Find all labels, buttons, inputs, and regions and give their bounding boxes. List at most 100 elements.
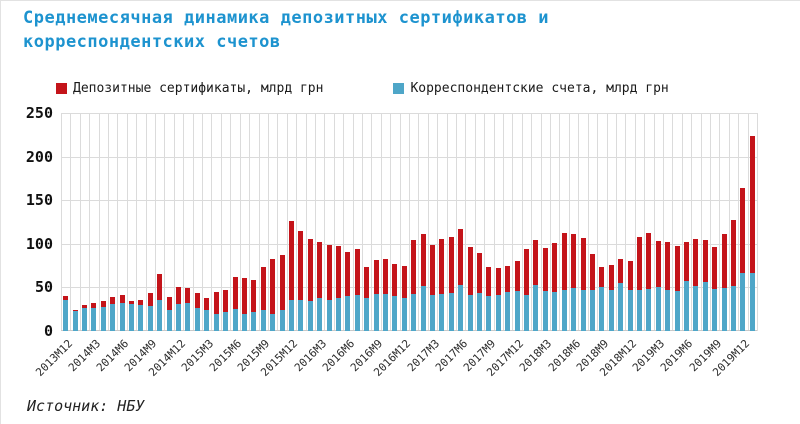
y-axis-tick-label: 0 <box>43 322 53 340</box>
bar-deposit-2018M6 <box>571 234 577 289</box>
bar-deposit-2020M1 <box>749 135 755 273</box>
bar-deposit-2016M2 <box>307 238 313 302</box>
bar-deposit-2018M9 <box>599 267 605 287</box>
vertical-gridline <box>597 113 599 331</box>
bar-deposit-2018M11 <box>618 258 624 284</box>
bar-correspondent-2017M7 <box>467 295 473 331</box>
vertical-gridline <box>474 113 476 331</box>
source-note: Источник: НБУ <box>27 397 145 415</box>
bar-correspondent-2014M3 <box>91 308 97 331</box>
bar-deposit-2019M12 <box>740 188 746 274</box>
bar-deposit-2014M5 <box>110 297 116 304</box>
correspondent-accounts-swatch-icon <box>393 83 405 94</box>
vertical-gridline <box>606 113 608 331</box>
x-axis-line <box>61 330 757 331</box>
bar-deposit-2016M1 <box>298 230 304 300</box>
deposit-certificates-swatch-icon <box>56 83 67 94</box>
bar-deposit-2015M12 <box>288 221 294 300</box>
bar-deposit-2019M8 <box>702 240 708 283</box>
bar-correspondent-2017M11 <box>505 291 511 331</box>
bar-correspondent-2015M3 <box>204 310 210 331</box>
vertical-gridline <box>550 113 552 331</box>
y-axis-tick-label: 150 <box>25 191 53 210</box>
vertical-gridline <box>258 113 260 331</box>
bar-deposit-2016M3 <box>317 242 323 298</box>
vertical-gridline <box>615 113 617 331</box>
bar-correspondent-2019M12 <box>740 273 746 331</box>
vertical-gridline <box>361 113 363 331</box>
bar-correspondent-2015M10 <box>270 314 276 331</box>
bar-deposit-2015M8 <box>251 279 257 312</box>
vertical-gridline <box>296 113 298 331</box>
legend: Депозитные сертификаты, млрд грн Корресп… <box>56 81 669 96</box>
bar-correspondent-2019M9 <box>712 289 718 331</box>
bar-correspondent-2018M8 <box>589 290 595 331</box>
bar-deposit-2015M10 <box>270 258 276 315</box>
bar-correspondent-2015M4 <box>213 313 219 331</box>
vertical-gridline <box>239 113 241 331</box>
bar-correspondent-2015M1 <box>185 303 191 331</box>
bar-correspondent-2020M1 <box>749 272 755 331</box>
vertical-gridline <box>437 113 439 331</box>
bar-deposit-2017M8 <box>477 253 483 293</box>
bar-correspondent-2016M7 <box>354 295 360 331</box>
bar-deposit-2019M3 <box>655 241 661 287</box>
bar-deposit-2017M4 <box>439 239 445 294</box>
bar-deposit-2017M11 <box>505 265 511 292</box>
bar-deposit-2014M8 <box>138 300 144 305</box>
vertical-gridline <box>277 113 279 331</box>
bar-deposit-2018M1 <box>524 249 530 296</box>
bar-correspondent-2017M9 <box>486 296 492 331</box>
bar-deposit-2016M10 <box>382 258 388 295</box>
bar-correspondent-2015M11 <box>279 310 285 331</box>
bar-deposit-2018M3 <box>542 248 548 291</box>
vertical-gridline <box>108 113 110 331</box>
bar-correspondent-2019M2 <box>646 289 652 331</box>
vertical-gridline <box>503 113 505 331</box>
vertical-gridline <box>183 113 185 331</box>
bar-correspondent-2016M1 <box>298 299 304 331</box>
bar-deposit-2018M2 <box>533 240 539 285</box>
vertical-gridline <box>568 113 570 331</box>
bar-deposit-2016M7 <box>354 249 360 296</box>
bar-correspondent-2016M4 <box>326 299 332 331</box>
bar-correspondent-2016M2 <box>307 301 313 331</box>
horizontal-gridline <box>61 156 757 158</box>
bar-correspondent-2018M5 <box>561 290 567 331</box>
vertical-gridline <box>230 113 232 331</box>
bar-correspondent-2017M1 <box>411 294 417 331</box>
bar-deposit-2019M2 <box>646 233 652 290</box>
bar-correspondent-2014M9 <box>147 305 153 331</box>
bar-correspondent-2018M2 <box>533 284 539 331</box>
bar-correspondent-2018M10 <box>608 290 614 331</box>
bar-correspondent-2019M11 <box>730 285 736 331</box>
bar-deposit-2015M7 <box>241 277 247 315</box>
bar-correspondent-2019M10 <box>721 288 727 331</box>
vertical-gridline <box>333 113 335 331</box>
vertical-gridline <box>70 113 72 331</box>
bar-correspondent-2017M8 <box>477 292 483 331</box>
chart-title-line2: корреспондентских счетов <box>23 32 281 52</box>
bar-deposit-2017M2 <box>420 234 426 286</box>
vertical-gridline <box>709 113 711 331</box>
bar-deposit-2016M9 <box>373 260 379 294</box>
vertical-gridline <box>89 113 91 331</box>
legend-label-correspondent-accounts: Корреспондентские счета, млрд грн <box>410 81 669 96</box>
bar-deposit-2016M6 <box>345 251 351 297</box>
bar-correspondent-2015M7 <box>241 314 247 331</box>
vertical-gridline <box>220 113 222 331</box>
legend-item-deposit-certificates: Депозитные сертификаты, млрд грн <box>56 81 323 96</box>
bar-deposit-2015M3 <box>204 297 210 311</box>
vertical-gridline <box>521 113 523 331</box>
legend-item-correspondent-accounts: Корреспондентские счета, млрд грн <box>393 81 669 96</box>
bar-deposit-2019M9 <box>712 247 718 290</box>
bar-correspondent-2018M1 <box>524 295 530 331</box>
vertical-gridline <box>691 113 693 331</box>
vertical-gridline <box>681 113 683 331</box>
vertical-gridline <box>465 113 467 331</box>
bar-deposit-2016M12 <box>401 265 407 298</box>
vertical-gridline <box>202 113 204 331</box>
bar-correspondent-2016M3 <box>317 297 323 331</box>
vertical-gridline <box>126 113 128 331</box>
bar-correspondent-2014M7 <box>129 303 135 331</box>
